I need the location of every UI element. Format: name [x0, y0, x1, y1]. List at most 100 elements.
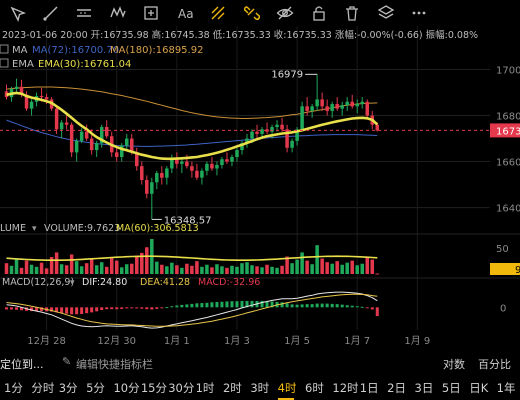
candle-body	[150, 182, 154, 194]
reset-cursor-icon[interactable]	[8, 4, 26, 22]
crosshair-icon[interactable]	[142, 4, 160, 22]
fibonacci-icon[interactable]	[209, 4, 227, 22]
macd-histogram-bar	[100, 307, 104, 310]
candle-body	[310, 106, 314, 111]
candle-body	[215, 165, 219, 169]
candlestick-chart: 1700 1680 1660 1640 12月 28 12月 30 1月 1 1月 3 1月 5…	[0, 26, 520, 347]
percent-scale-button[interactable]: 百分比	[478, 358, 511, 371]
interval-11[interactable]: 4时	[277, 381, 297, 395]
macd-histogram-bar	[370, 307, 374, 310]
text-icon[interactable]: Aa	[176, 4, 194, 22]
macd-histogram-bar	[235, 301, 239, 308]
time-tick-label: 1月 3	[224, 335, 250, 347]
interval-16[interactable]: 3日	[414, 381, 434, 395]
volume-bar	[39, 262, 44, 274]
horizontal-line-icon[interactable]	[75, 4, 93, 22]
volume-bar	[99, 262, 104, 274]
interval-13[interactable]: 12时	[332, 381, 359, 395]
volume-ma60-label: MA(60):306.5813	[116, 223, 199, 234]
macd-histogram-bar	[70, 307, 74, 315]
edit-indicator-bar-button[interactable]: 编辑快捷指标栏	[76, 358, 153, 371]
eye-icon[interactable]	[276, 4, 294, 22]
volume-bar	[225, 267, 229, 274]
volume-bar	[64, 265, 69, 274]
macd-histogram-bar	[90, 307, 94, 313]
macd-histogram-bar	[210, 302, 214, 308]
candle-body	[265, 129, 269, 132]
volume-bar	[280, 265, 284, 274]
macd-histogram-bar	[285, 303, 289, 308]
volume-bar	[285, 256, 289, 274]
volume-bar	[245, 262, 249, 274]
candle-body	[245, 138, 249, 144]
layers-icon[interactable]	[377, 4, 395, 22]
current-price-tag	[490, 123, 520, 138]
edit-indicator-bar-icon[interactable]: ✎	[62, 355, 72, 368]
volume-bar	[14, 258, 19, 274]
locate-to-button[interactable]: 定位到...	[0, 358, 44, 371]
interval-7[interactable]: 30分	[168, 381, 195, 395]
volume-bar	[84, 263, 89, 274]
interval-14[interactable]: 1日	[359, 381, 379, 395]
interval-6[interactable]: 15分	[140, 381, 167, 395]
macd-histogram-bar	[110, 307, 114, 310]
candle-body	[165, 168, 169, 178]
interval-12[interactable]: 6时	[305, 381, 324, 395]
interval-18[interactable]: 日K	[469, 381, 489, 395]
ema30-line	[6, 91, 379, 161]
macd-histogram-bar	[335, 304, 339, 308]
macd-histogram-bar	[310, 304, 314, 308]
volume-bar	[49, 257, 54, 274]
macd-histogram-bar	[95, 307, 99, 312]
volume-bar	[130, 263, 134, 274]
macd-histogram-bar	[250, 300, 254, 308]
macd-tick-label: 0	[500, 303, 506, 314]
volume-bar	[89, 259, 94, 274]
interval-5[interactable]: 10分	[113, 381, 140, 395]
candle-body	[315, 99, 319, 107]
macd-histogram-bar	[180, 304, 184, 308]
macd-histogram-bar	[135, 307, 139, 309]
ma72-line	[6, 119, 378, 147]
time-tick-label: 12月 28	[27, 335, 66, 347]
volume-bar	[59, 264, 64, 274]
more-icon[interactable]	[410, 4, 428, 22]
wave-pattern-icon[interactable]	[109, 4, 127, 22]
trend-line-icon[interactable]	[42, 4, 60, 22]
volume-bar	[210, 267, 214, 274]
volume-bar	[325, 262, 329, 274]
interval-17[interactable]: 5日	[441, 381, 461, 395]
volume-bar	[360, 263, 364, 274]
candle-body	[250, 131, 254, 139]
ma180-line	[6, 86, 378, 119]
volume-bar	[315, 245, 319, 274]
candle-body	[350, 101, 354, 107]
interval-8[interactable]: 1时	[195, 381, 215, 395]
price-tick-label: 1640	[496, 204, 520, 215]
macd-histogram-bar	[350, 305, 354, 308]
interval-19[interactable]: 1年	[496, 381, 516, 395]
link-magnet-icon[interactable]	[243, 4, 261, 22]
interval-4[interactable]: 5分	[86, 381, 105, 395]
macd-dropdown-icon: ▾	[70, 278, 75, 288]
macd-histogram-bar	[290, 304, 294, 308]
log-scale-button[interactable]: 对数	[443, 358, 465, 371]
interval-10[interactable]: 3时	[250, 381, 270, 395]
candle-body	[325, 106, 329, 111]
lock-icon[interactable]	[310, 4, 328, 22]
interval-2[interactable]: 分时	[31, 381, 55, 395]
candle-body	[190, 166, 194, 171]
macd-histogram-bar	[320, 303, 324, 308]
interval-9[interactable]: 2时	[222, 381, 242, 395]
svg-text:Aa: Aa	[178, 7, 194, 21]
interval-3[interactable]: 3分	[58, 381, 78, 395]
interval-15[interactable]: 2日	[387, 381, 406, 395]
macd-histogram-bar	[140, 307, 144, 309]
macd-value-label: MACD:-32.96	[198, 277, 260, 288]
interval-selector: 1分 分时 3分 5分 10分 15分 30分 1时 2时 3时 4时 6时 12时 1日 2日 3日 5日 日K…	[0, 374, 520, 400]
interval-1[interactable]: 1分	[4, 381, 23, 395]
volume-bar	[265, 264, 269, 274]
trash-icon[interactable]	[343, 4, 361, 22]
low-price-annotation: 16348.57	[164, 215, 212, 226]
volume-bar	[124, 264, 129, 274]
